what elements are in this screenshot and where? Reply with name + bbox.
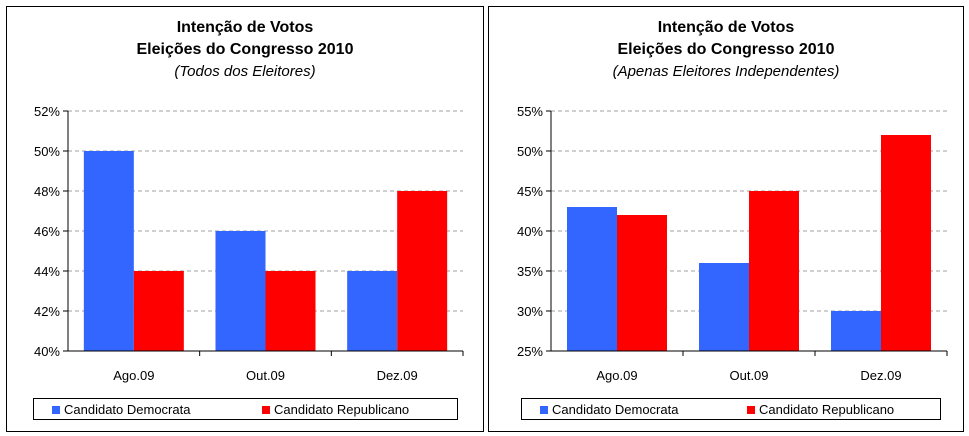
chart-panel-independent-voters: Intenção de Votos Eleições do Congresso … bbox=[488, 6, 964, 432]
y-tick-label: 42% bbox=[34, 304, 60, 319]
chart-title-line2: Eleições do Congresso 2010 bbox=[136, 41, 354, 58]
bar-democrat bbox=[831, 311, 881, 351]
y-tick-label: 25% bbox=[517, 344, 543, 359]
bar-republican bbox=[617, 215, 667, 351]
x-tick-label: Dez.09 bbox=[860, 368, 901, 383]
legend-item-democrat: Candidato Democrata bbox=[540, 402, 678, 418]
chart-title: Intenção de Votos bbox=[657, 19, 795, 36]
y-tick-label: 40% bbox=[34, 344, 60, 359]
y-tick-label: 44% bbox=[34, 264, 60, 279]
legend-item-republican: Candidato Republicano bbox=[262, 402, 409, 418]
bar-chart-independent-voters: 25% 30% 35% 40% 45% 50% 55% Ago.09 Out.09 Dez.09 bbox=[517, 104, 948, 383]
legend-swatch-democrat bbox=[540, 405, 548, 414]
chart-title: Intenção de Votos bbox=[176, 19, 314, 36]
y-tick-label: 50% bbox=[517, 144, 543, 159]
bar-democrat bbox=[347, 271, 398, 351]
x-tick-label: Out.09 bbox=[729, 368, 768, 383]
legend-label-republican: Candidato Republicano bbox=[274, 402, 410, 417]
chart-legend: Candidato Democrata Candidato Republican… bbox=[521, 398, 941, 420]
bar-democrat bbox=[215, 231, 266, 351]
chart-panel-all-voters: Intenção de Votos Eleições do Congresso … bbox=[6, 6, 484, 432]
x-tick-label: Dez.09 bbox=[377, 368, 418, 383]
bar-democrat bbox=[567, 207, 617, 351]
legend-swatch-republican bbox=[262, 405, 270, 414]
legend-label-republican: Candidato Republicano bbox=[759, 402, 895, 417]
y-tick-label: 46% bbox=[34, 224, 60, 239]
chart-subtitle: (Todos dos Eleitores) bbox=[174, 63, 316, 80]
y-tick-label: 45% bbox=[517, 184, 543, 199]
chart-subtitle: (Apenas Eleitores Independentes) bbox=[612, 63, 840, 80]
legend-item-democrat: Candidato Democrata bbox=[52, 402, 190, 418]
y-tick-label: 50% bbox=[34, 144, 60, 159]
bar-democrat bbox=[699, 263, 749, 351]
x-tick-label: Ago.09 bbox=[113, 368, 154, 383]
bar-republican bbox=[265, 271, 316, 351]
legend-swatch-democrat bbox=[52, 405, 60, 414]
legend-label-democrat: Candidato Democrata bbox=[552, 402, 679, 417]
chart-legend: Candidato Democrata Candidato Republican… bbox=[33, 398, 458, 420]
bar-republican bbox=[881, 135, 931, 351]
y-tick-label: 30% bbox=[517, 304, 543, 319]
y-tick-label: 52% bbox=[34, 104, 60, 119]
bar-republican bbox=[397, 191, 448, 351]
y-tick-label: 48% bbox=[34, 184, 60, 199]
bar-chart-all-voters: 40% 42% 44% 46% 48% 50% 52% Ago.09 Out.09 Dez.09 bbox=[34, 104, 464, 383]
legend-swatch-republican bbox=[747, 405, 755, 414]
bar-republican bbox=[133, 271, 184, 351]
bar-democrat bbox=[83, 151, 134, 351]
bar-republican bbox=[749, 191, 799, 351]
legend-item-republican: Candidato Republicano bbox=[747, 402, 894, 418]
y-tick-label: 40% bbox=[517, 224, 543, 239]
y-tick-label: 35% bbox=[517, 264, 543, 279]
legend-label-democrat: Candidato Democrata bbox=[64, 402, 191, 417]
chart-title-line2: Eleições do Congresso 2010 bbox=[617, 41, 835, 58]
x-tick-label: Ago.09 bbox=[596, 368, 637, 383]
x-tick-label: Out.09 bbox=[246, 368, 285, 383]
y-tick-label: 55% bbox=[517, 104, 543, 119]
